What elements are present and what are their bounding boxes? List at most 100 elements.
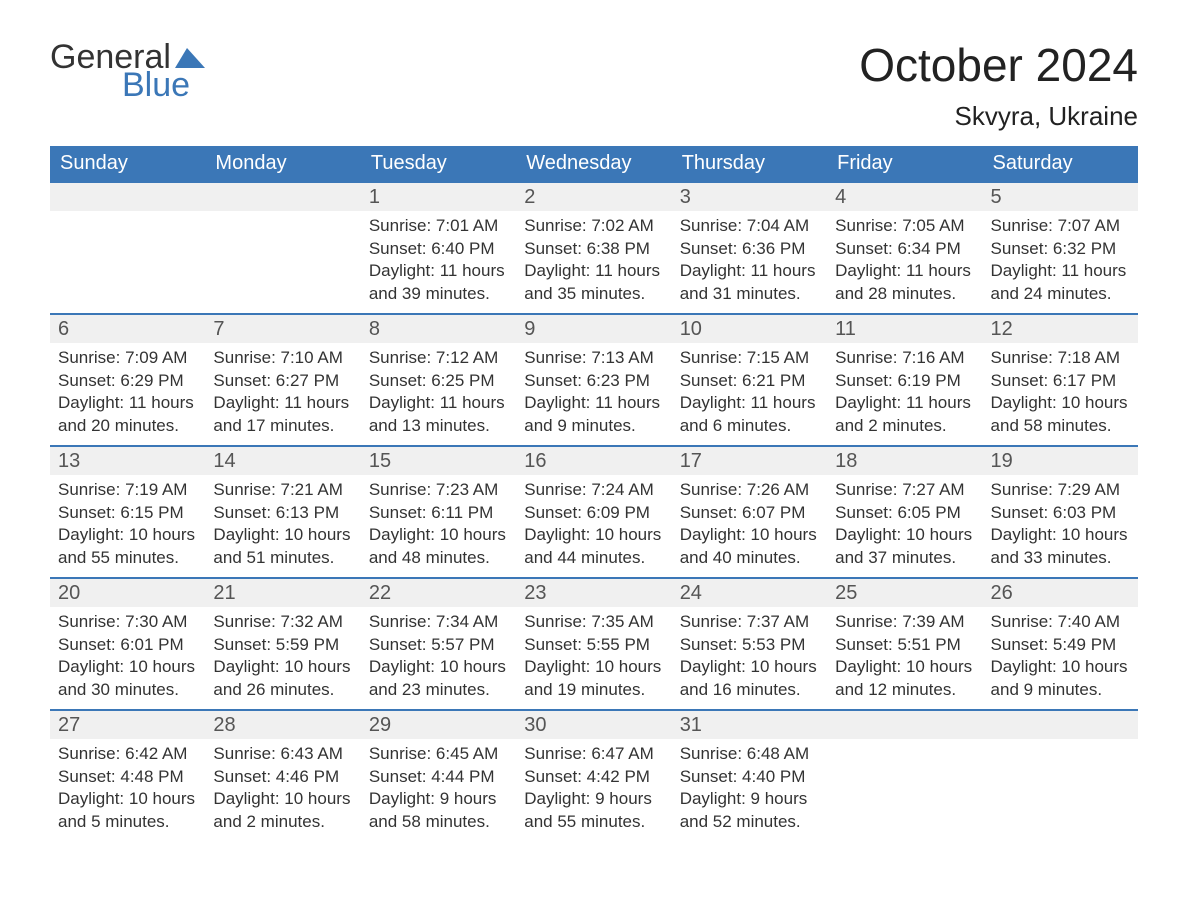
calendar-week: 13Sunrise: 7:19 AMSunset: 6:15 PMDayligh… <box>50 446 1138 578</box>
sunrise-line: Sunrise: 7:30 AM <box>58 611 197 634</box>
daylight-line-2: and 24 minutes. <box>991 283 1130 306</box>
day-number: 29 <box>361 711 516 739</box>
day-number <box>827 711 982 739</box>
sunset-line: Sunset: 5:57 PM <box>369 634 508 657</box>
calendar-week: 20 Sunrise: 7:30 AMSunset: 6:01 PM Dayligh… <box>50 578 1138 710</box>
daylight-line-1: Daylight: 11 hours <box>369 260 508 283</box>
sunrise-line: Sunrise: 7:35 AM <box>524 611 663 634</box>
daylight-line-1: Daylight: 11 hours <box>369 392 508 415</box>
day-number: 20 <box>50 579 205 607</box>
day-body: Sunrise: 7:24 AMSunset: 6:09 PMDaylight:… <box>516 475 671 575</box>
sunset-line: Sunset: 6:34 PM <box>835 238 974 261</box>
day-body: Sunrise: 7:29 AMSunset: 6:03 PMDaylight:… <box>983 475 1138 575</box>
calendar-cell: 4Sunrise: 7:05 AMSunset: 6:34 PMDaylight… <box>827 182 982 314</box>
sunrise-line: Sunrise: 7:12 AM <box>369 347 508 370</box>
daylight-line-2: and 17 minutes. <box>213 415 352 438</box>
calendar-body: 1Sunrise: 7:01 AMSunset: 6:40 PMDaylight… <box>50 182 1138 842</box>
daylight-line-1: Daylight: 9 hours <box>680 788 819 811</box>
daylight-line-1: Daylight: 10 hours <box>213 524 352 547</box>
daylight-line-1: Daylight: 11 hours <box>58 392 197 415</box>
sunset-line: Sunset: 4:42 PM <box>524 766 663 789</box>
daylight-line-2: and 6 minutes. <box>680 415 819 438</box>
sunset-line: Sunset: 6:03 PM <box>991 502 1130 525</box>
daylight-line-2: and 19 minutes. <box>524 679 663 702</box>
daylight-line-1: Daylight: 9 hours <box>524 788 663 811</box>
day-number: 15 <box>361 447 516 475</box>
sunrise-line: Sunrise: 6:43 AM <box>213 743 352 766</box>
sunrise-line: Sunrise: 7:21 AM <box>213 479 352 502</box>
calendar-cell <box>50 182 205 314</box>
sunrise-line: Sunrise: 7:05 AM <box>835 215 974 238</box>
sunset-line: Sunset: 5:53 PM <box>680 634 819 657</box>
calendar-cell: 12Sunrise: 7:18 AMSunset: 6:17 PMDayligh… <box>983 314 1138 446</box>
sunset-line: Sunset: 6:27 PM <box>213 370 352 393</box>
calendar-cell: 2Sunrise: 7:02 AMSunset: 6:38 PMDaylight… <box>516 182 671 314</box>
day-body: Sunrise: 7:23 AMSunset: 6:11 PMDaylight:… <box>361 475 516 575</box>
calendar-week: 1Sunrise: 7:01 AMSunset: 6:40 PMDaylight… <box>50 182 1138 314</box>
daylight-line-1: Daylight: 10 hours <box>524 656 663 679</box>
weekday-header: Friday <box>827 146 982 182</box>
sunset-line: Sunset: 6:19 PM <box>835 370 974 393</box>
day-body: Sunrise: 7:01 AMSunset: 6:40 PMDaylight:… <box>361 211 516 311</box>
sunrise-line: Sunrise: 7:18 AM <box>991 347 1130 370</box>
day-number: 1 <box>361 183 516 211</box>
day-body: Sunrise: 7:16 AMSunset: 6:19 PMDaylight:… <box>827 343 982 443</box>
calendar-cell: 11Sunrise: 7:16 AMSunset: 6:19 PMDayligh… <box>827 314 982 446</box>
daylight-line-1: Daylight: 11 hours <box>213 392 352 415</box>
calendar-cell: 30Sunrise: 6:47 AMSunset: 4:42 PMDayligh… <box>516 710 671 842</box>
daylight-line-2: and 12 minutes. <box>835 679 974 702</box>
sunrise-line: Sunrise: 7:24 AM <box>524 479 663 502</box>
sunrise-line: Sunrise: 6:45 AM <box>369 743 508 766</box>
sunrise-line: Sunrise: 7:32 AM <box>213 611 352 634</box>
day-number: 4 <box>827 183 982 211</box>
sunset-line: Sunset: 4:44 PM <box>369 766 508 789</box>
sunrise-line: Sunrise: 7:37 AM <box>680 611 819 634</box>
daylight-line-2: and 40 minutes. <box>680 547 819 570</box>
sunrise-line: Sunrise: 7:26 AM <box>680 479 819 502</box>
day-number: 24 <box>672 579 827 607</box>
day-body: Sunrise: 6:47 AMSunset: 4:42 PMDaylight:… <box>516 739 671 839</box>
daylight-line-2: and 9 minutes. <box>991 679 1130 702</box>
day-number: 30 <box>516 711 671 739</box>
sunset-line: Sunset: 4:48 PM <box>58 766 197 789</box>
calendar-cell: 23Sunrise: 7:35 AMSunset: 5:55 PMDayligh… <box>516 578 671 710</box>
month-title: October 2024 <box>859 40 1138 91</box>
sunset-line: Sunset: 6:15 PM <box>58 502 197 525</box>
calendar-cell: 25Sunrise: 7:39 AMSunset: 5:51 PMDayligh… <box>827 578 982 710</box>
day-body: Sunrise: 7:05 AMSunset: 6:34 PMDaylight:… <box>827 211 982 311</box>
daylight-line-2: and 55 minutes. <box>58 547 197 570</box>
day-number: 19 <box>983 447 1138 475</box>
calendar-cell <box>827 710 982 842</box>
flag-icon <box>175 48 205 68</box>
daylight-line-2: and 37 minutes. <box>835 547 974 570</box>
brand-part2: Blue <box>122 68 205 102</box>
sunset-line: Sunset: 4:40 PM <box>680 766 819 789</box>
daylight-line-1: Daylight: 11 hours <box>680 260 819 283</box>
day-number: 26 <box>983 579 1138 607</box>
sunset-line: Sunset: 6:21 PM <box>680 370 819 393</box>
calendar-cell: 15Sunrise: 7:23 AMSunset: 6:11 PMDayligh… <box>361 446 516 578</box>
sunrise-line: Sunrise: 7:15 AM <box>680 347 819 370</box>
sunrise-line: Sunrise: 7:27 AM <box>835 479 974 502</box>
calendar-cell: 10Sunrise: 7:15 AMSunset: 6:21 PMDayligh… <box>672 314 827 446</box>
daylight-line-1: Daylight: 11 hours <box>835 392 974 415</box>
daylight-line-1: Daylight: 11 hours <box>680 392 819 415</box>
day-number: 14 <box>205 447 360 475</box>
day-body: Sunrise: 7:10 AMSunset: 6:27 PMDaylight:… <box>205 343 360 443</box>
sunrise-line: Sunrise: 6:42 AM <box>58 743 197 766</box>
day-number: 13 <box>50 447 205 475</box>
calendar-cell: 18Sunrise: 7:27 AMSunset: 6:05 PMDayligh… <box>827 446 982 578</box>
sunrise-line: Sunrise: 7:01 AM <box>369 215 508 238</box>
sunset-line: Sunset: 6:01 PM <box>58 634 197 657</box>
daylight-line-2: and 9 minutes. <box>524 415 663 438</box>
calendar-cell: 19Sunrise: 7:29 AMSunset: 6:03 PMDayligh… <box>983 446 1138 578</box>
sunset-line: Sunset: 6:38 PM <box>524 238 663 261</box>
daylight-line-1: Daylight: 10 hours <box>680 524 819 547</box>
sunset-line: Sunset: 5:49 PM <box>991 634 1130 657</box>
calendar-cell: 17Sunrise: 7:26 AMSunset: 6:07 PMDayligh… <box>672 446 827 578</box>
sunset-line: Sunset: 5:51 PM <box>835 634 974 657</box>
weekday-header: Wednesday <box>516 146 671 182</box>
day-body: Sunrise: 7:19 AMSunset: 6:15 PMDaylight:… <box>50 475 205 575</box>
daylight-line-2: and 39 minutes. <box>369 283 508 306</box>
calendar-cell: 5Sunrise: 7:07 AMSunset: 6:32 PMDaylight… <box>983 182 1138 314</box>
